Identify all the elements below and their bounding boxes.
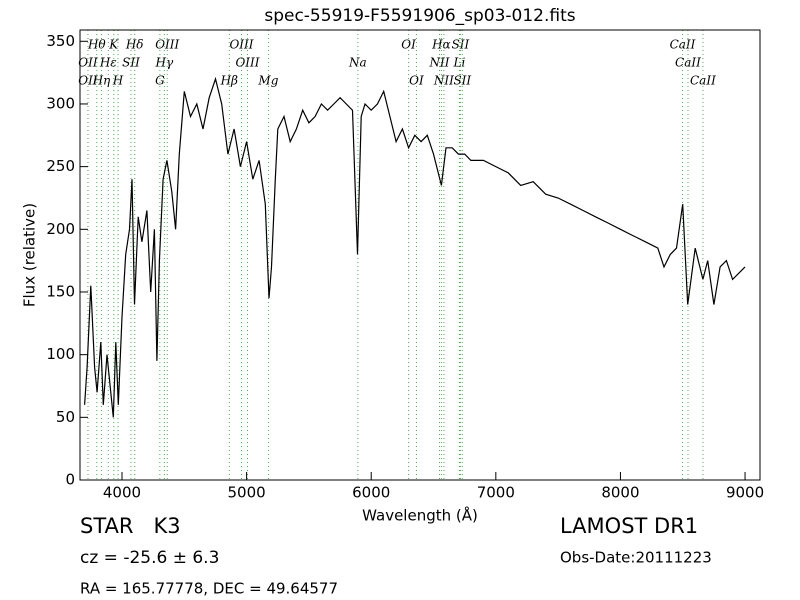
spectral-line-label: Mg xyxy=(257,74,278,88)
x-tick-label: 7000 xyxy=(477,484,515,502)
spectral-line-label: SII xyxy=(453,74,471,88)
spectral-line-label: CaII xyxy=(670,38,696,52)
spectral-line-label: Hδ xyxy=(125,38,144,52)
object-class: STAR K3 xyxy=(80,514,181,538)
spectral-line-label: OI xyxy=(409,74,424,88)
x-tick-label: 5000 xyxy=(228,484,266,502)
x-tick-label: 9000 xyxy=(726,484,764,502)
spectral-line-label: SII xyxy=(122,56,140,70)
spectral-line-label: Li xyxy=(453,56,466,70)
y-tick-label: 100 xyxy=(46,345,75,363)
y-tick-label: 350 xyxy=(46,32,75,50)
y-tick-label: 50 xyxy=(56,408,75,426)
spectral-line-label: Hα xyxy=(431,38,451,52)
spectral-line-label: Na xyxy=(348,56,367,70)
spectrum-line xyxy=(84,76,746,418)
spectral-line-label: Hη xyxy=(92,74,111,88)
y-tick-label: 150 xyxy=(46,282,75,300)
x-tick-label: 4000 xyxy=(103,484,141,502)
spectral-line-label: Hγ xyxy=(155,56,174,70)
spectral-line-label: H xyxy=(112,74,124,88)
x-tick-label: 6000 xyxy=(352,484,390,502)
spectral-line-label: CaII xyxy=(690,74,716,88)
coordinates: RA = 165.77778, DEC = 49.64577 xyxy=(80,580,338,598)
spectral-line-label: NII xyxy=(433,74,454,88)
spectral-line-label: CaII xyxy=(675,56,701,70)
spectral-line-label: G xyxy=(155,74,165,88)
spectral-line-label: OIII xyxy=(235,56,259,70)
x-tick-label: 8000 xyxy=(601,484,639,502)
spectral-line-label: OI xyxy=(401,38,416,52)
spectral-line-label: Hε xyxy=(99,56,117,70)
y-tick-label: 300 xyxy=(46,94,75,112)
spectral-line-label: K xyxy=(108,38,119,52)
y-tick-label: 250 xyxy=(46,157,75,175)
spectral-line-label: Hβ xyxy=(220,74,238,88)
redshift: cz = -25.6 ± 6.3 xyxy=(80,548,219,568)
spectral-line-label: NII xyxy=(429,56,450,70)
spectral-line-label: Hθ xyxy=(87,38,106,52)
y-axis-label: Flux (relative) xyxy=(21,203,39,307)
plot-frame xyxy=(79,29,761,481)
spectral-line-label: OIII xyxy=(229,38,253,52)
y-tick-label: 0 xyxy=(65,471,75,489)
spectral-line-label: OII xyxy=(78,74,98,88)
x-axis-label: Wavelength (Å) xyxy=(362,506,478,525)
y-tick-label: 200 xyxy=(46,220,75,238)
chart-title: spec-55919-F5591906_sp03-012.fits xyxy=(264,6,575,26)
survey: LAMOST DR1 xyxy=(560,514,698,538)
spectral-line-label: OIII xyxy=(155,38,179,52)
obs-date: Obs-Date:20111223 xyxy=(560,549,712,567)
spectral-line-label: SII xyxy=(452,38,470,52)
